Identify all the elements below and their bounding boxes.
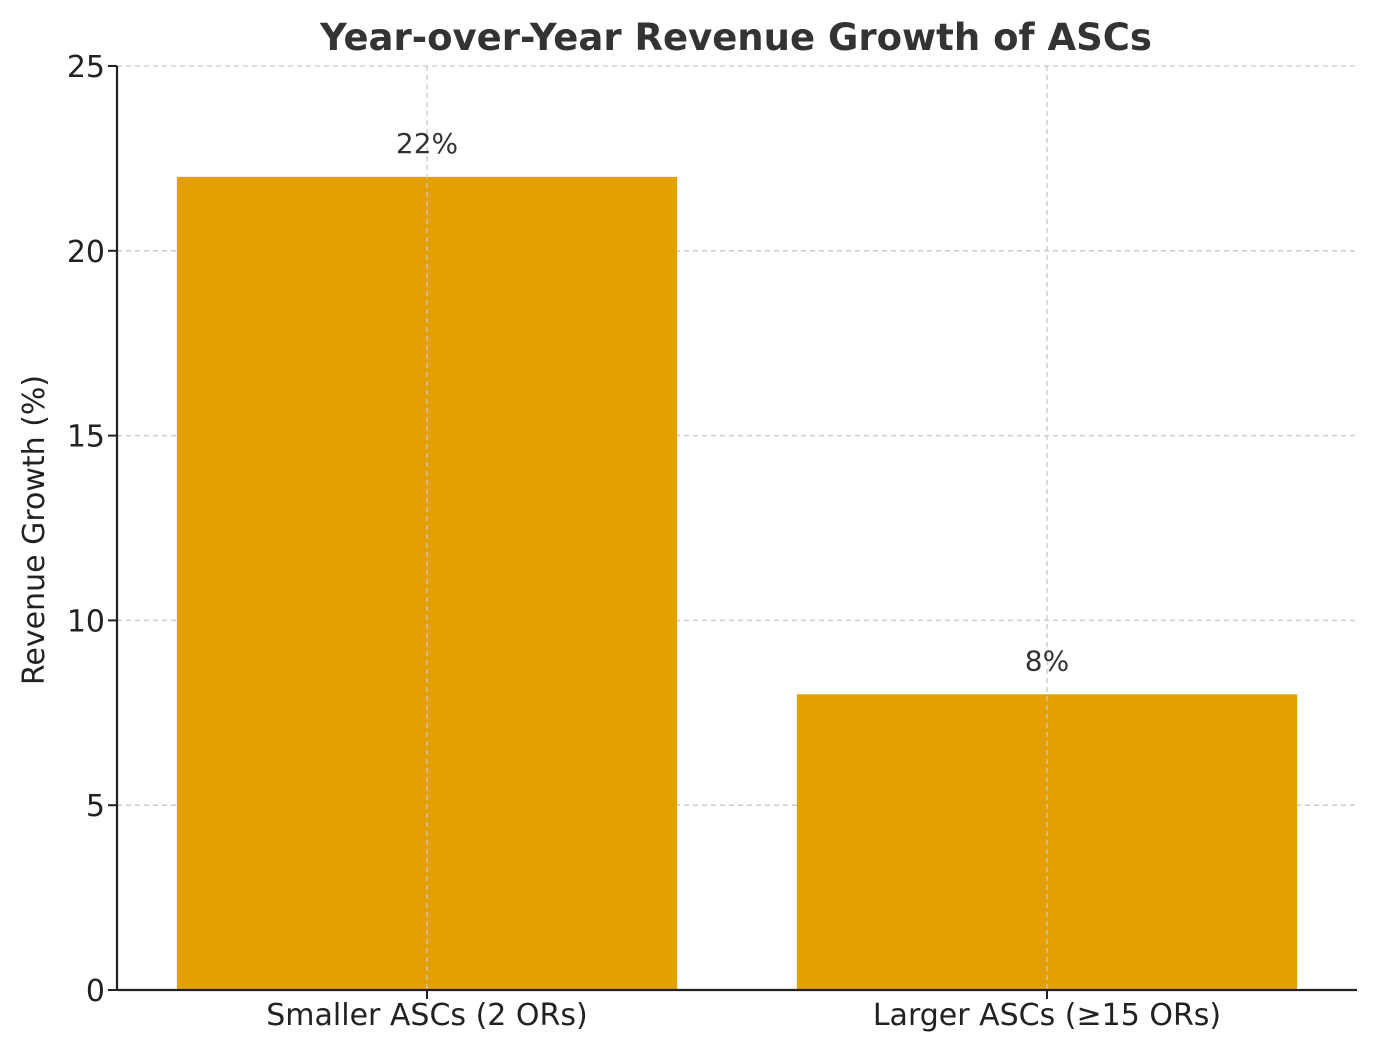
y-axis-label: Revenue Growth (%)	[17, 375, 52, 685]
y-tick-label: 0	[86, 974, 105, 1009]
vertical-grid-lines	[426, 66, 1048, 990]
data-label: 8%	[1025, 644, 1069, 677]
axes	[108, 65, 1357, 999]
y-tick-label: 20	[67, 235, 105, 270]
y-tick-label: 25	[67, 50, 105, 85]
x-tick-label: Larger ASCs (≥15 ORs)	[873, 998, 1221, 1033]
data-label: 22%	[396, 127, 458, 160]
chart-title: Year-over-Year Revenue Growth of ASCs	[319, 16, 1152, 59]
y-tick-label: 5	[86, 789, 105, 824]
labels: 0 5 10 15 20 25 22% Smaller ASCs (2 ORs) 8% Large…	[67, 50, 1221, 1033]
y-tick-label: 10	[67, 604, 105, 639]
x-tick-label: Smaller ASCs (2 ORs)	[266, 998, 587, 1033]
y-tick-label: 15	[67, 420, 105, 455]
bars	[176, 176, 1298, 990]
